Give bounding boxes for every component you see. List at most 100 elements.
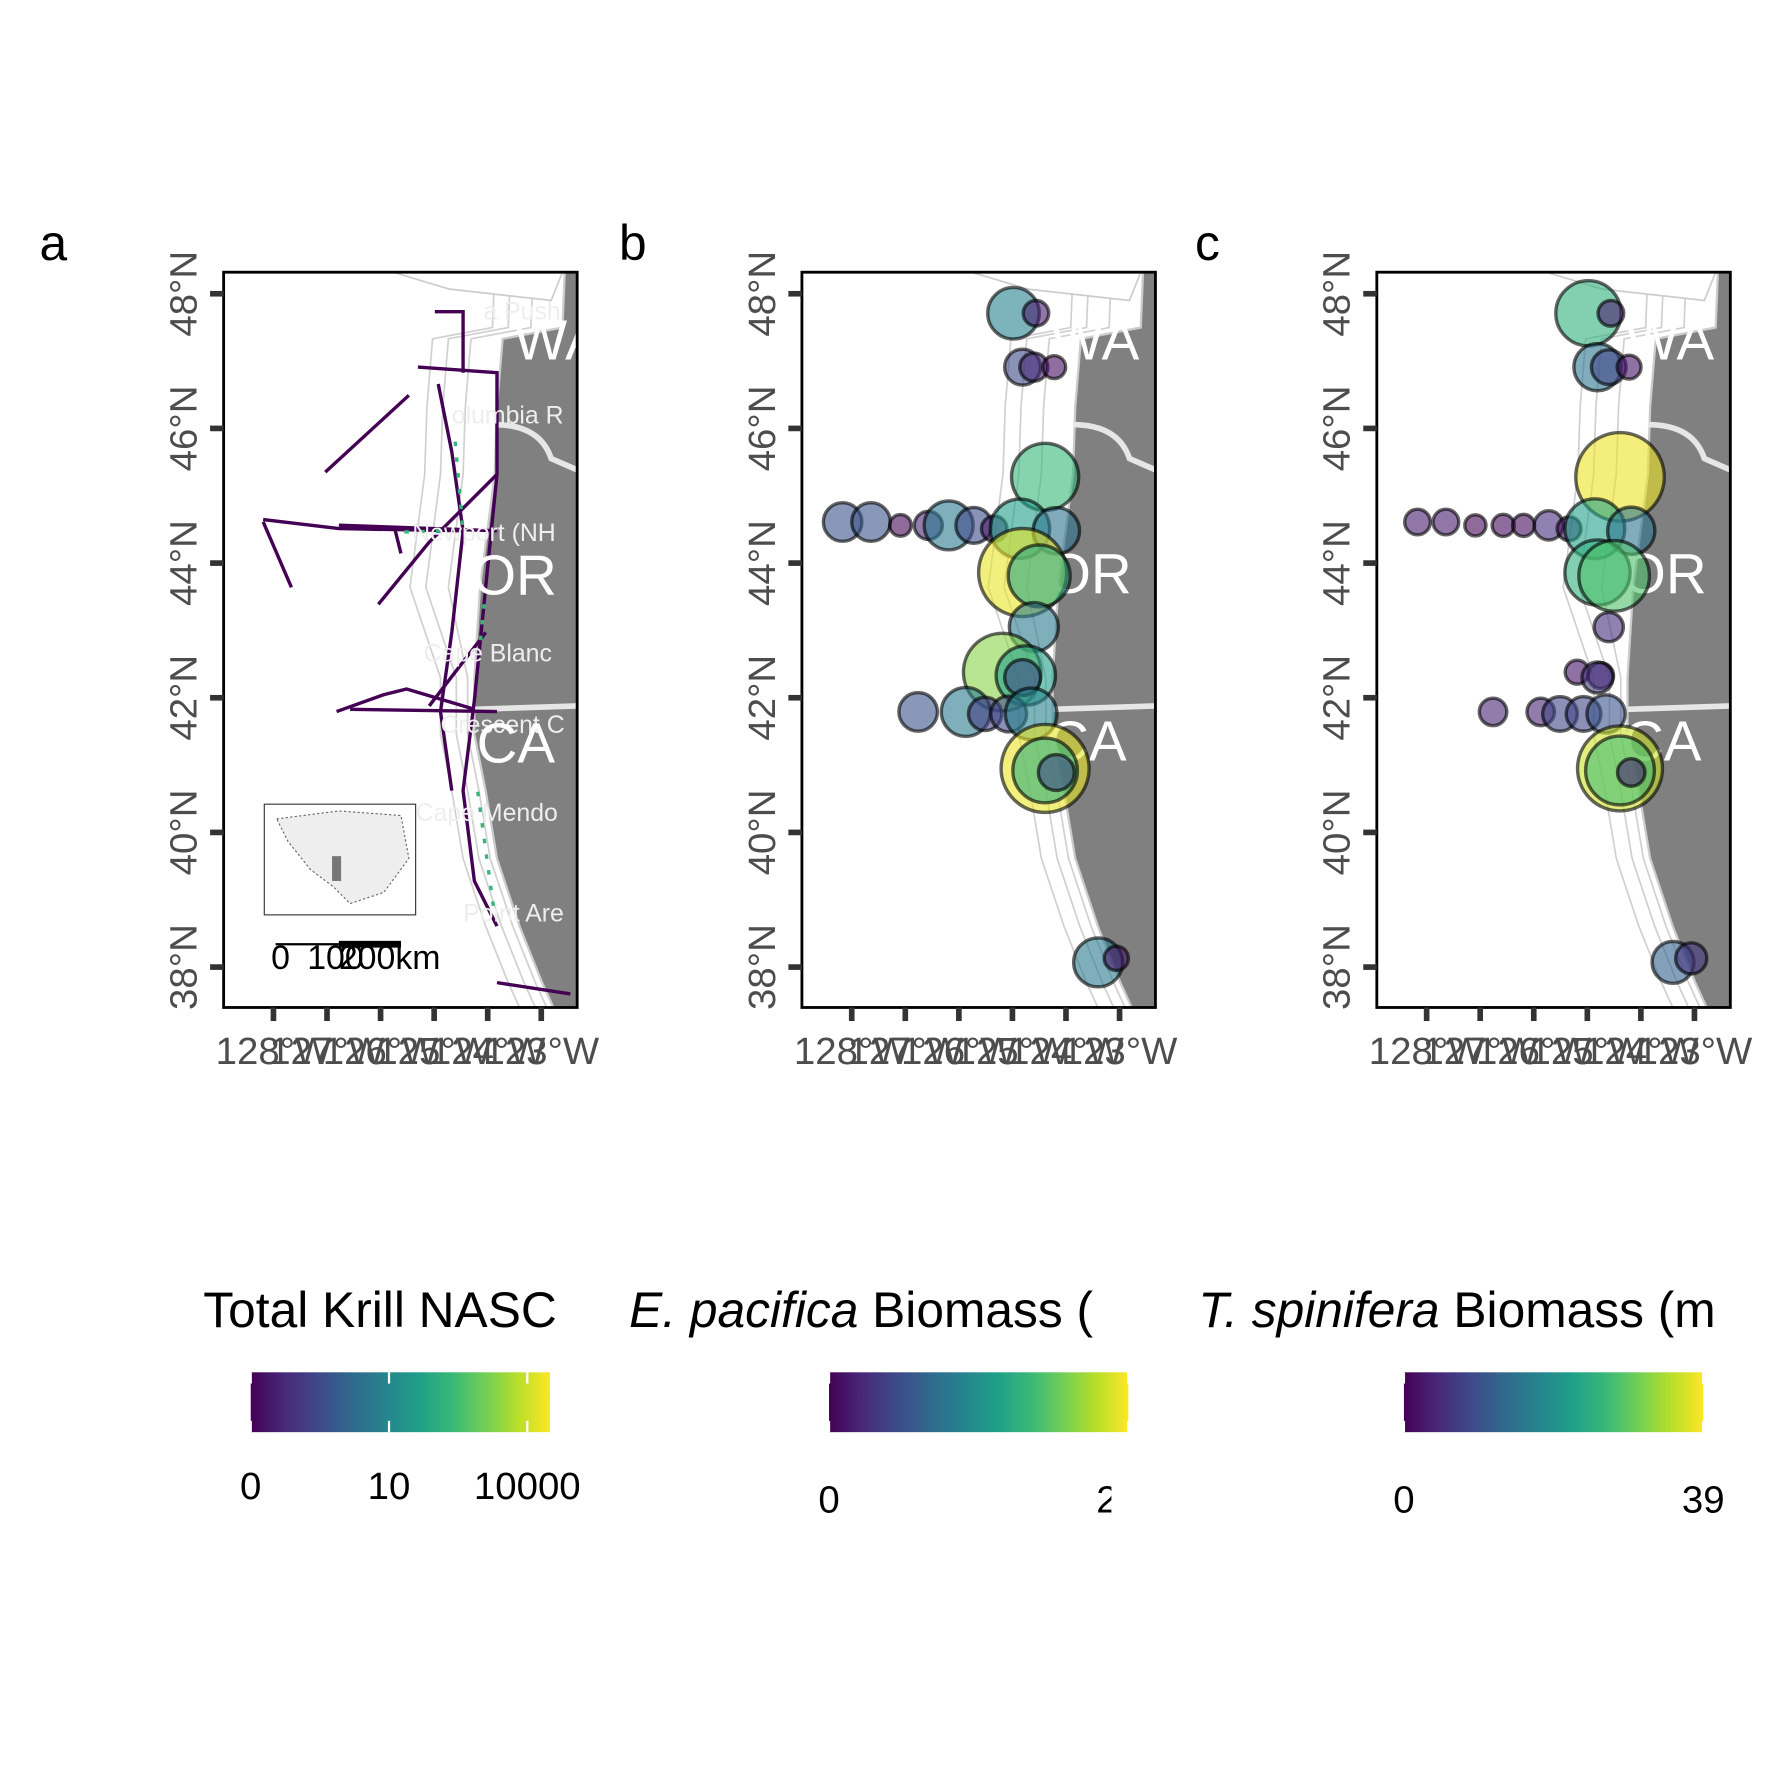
place-label: Crescent C [440, 712, 564, 739]
station [1402, 507, 1433, 537]
y-tick-label: 38°N [1316, 924, 1359, 1010]
colorbar-label: 269 [1096, 1478, 1160, 1521]
station [1431, 507, 1461, 537]
x-tick-label: 125°W [955, 1030, 1071, 1073]
x-tick-label: 123°W [1062, 1030, 1178, 1073]
panel-frame [1375, 270, 1732, 1009]
place-label: CA [477, 712, 556, 775]
x-tick-label: 128°W [1369, 1030, 1485, 1073]
land-north [392, 272, 564, 302]
station [1463, 513, 1488, 538]
station [1102, 944, 1131, 973]
survey-track [338, 523, 498, 533]
station [1021, 298, 1051, 328]
station [1596, 298, 1626, 328]
land-north [971, 272, 1142, 302]
y-tick-label: 46°N [741, 386, 784, 472]
y-tick-label: 48°N [741, 251, 784, 337]
x-tick-label: 126°W [323, 1030, 439, 1073]
y-tick-label: 40°N [163, 790, 206, 876]
x-tick-label: 124°W [1008, 1030, 1124, 1073]
station [1592, 610, 1626, 644]
place-label: Point Are [463, 900, 564, 927]
x-tick-label: 126°W [1476, 1030, 1592, 1073]
colorbar-label: 39 [1682, 1478, 1725, 1521]
station [1615, 353, 1643, 381]
contour [447, 272, 548, 1008]
colorbar [1403, 1372, 1704, 1433]
x-tick-label: 125°W [376, 1030, 492, 1073]
x-tick-label: 125°W [1530, 1030, 1646, 1073]
state-border [494, 421, 578, 473]
state-border [1072, 421, 1156, 473]
station [887, 512, 913, 538]
place-label: Cape Mendo [416, 800, 558, 827]
contour [424, 272, 537, 1008]
survey-track [434, 310, 465, 373]
inset-box [332, 856, 342, 881]
y-tick-label: 46°N [1316, 386, 1359, 472]
place-label: a Push [483, 298, 560, 325]
place-label: olumbia R [452, 402, 564, 429]
station [897, 690, 940, 733]
scale-label: 100 [307, 939, 364, 977]
legend-title: T. spinifera Biomass (m [1198, 1282, 1715, 1338]
scale-label: 200km [339, 939, 441, 977]
place-label: Cape Blanc [424, 641, 552, 668]
state-border [1627, 703, 1731, 713]
state-border [1647, 421, 1731, 473]
station [1577, 538, 1652, 613]
place-label: OR [472, 543, 557, 606]
station [1006, 543, 1072, 609]
x-tick-label: 123°W [483, 1030, 599, 1073]
legend-title-text: Biomass (m [1440, 1282, 1716, 1338]
station [1036, 752, 1077, 793]
colorbar-label: 0 [818, 1478, 839, 1521]
state-border [474, 703, 578, 713]
survey-track [324, 394, 411, 474]
x-tick-label: 128°W [216, 1030, 332, 1073]
inset-land [275, 810, 410, 905]
legend-title: E. pacifica Biomass ( [629, 1282, 1093, 1338]
survey-track [496, 980, 571, 996]
colorbar-label: 10 [368, 1465, 411, 1508]
colorbar [829, 1372, 1129, 1433]
y-tick-label: 42°N [163, 655, 206, 741]
station [1041, 353, 1068, 381]
y-tick-label: 44°N [741, 520, 784, 606]
y-tick-label: 42°N [741, 655, 784, 741]
x-tick-label: 124°W [430, 1030, 546, 1073]
legend-title: Total Krill NASC [203, 1282, 556, 1338]
survey-track [417, 365, 499, 927]
panel-frame [800, 270, 1157, 1009]
place-label: Newport (NH [412, 520, 555, 547]
x-tick-label: 127°W [269, 1030, 385, 1073]
station [1510, 512, 1537, 539]
survey-track [377, 473, 499, 606]
colorbar-label: 10000 [474, 1465, 581, 1508]
colorbar-label: 0 [1393, 1478, 1414, 1521]
station [1580, 660, 1615, 695]
survey-track [436, 383, 465, 791]
y-tick-label: 40°N [741, 790, 784, 876]
y-tick-label: 42°N [1316, 655, 1359, 741]
panel-tag: b [619, 215, 647, 271]
colorbar [250, 1372, 551, 1433]
state-border [1052, 703, 1156, 713]
place-label: WA [514, 308, 603, 371]
x-tick-label: 124°W [1583, 1030, 1699, 1073]
contour [409, 272, 521, 1008]
station [850, 501, 892, 543]
station [1615, 757, 1647, 788]
scale-label: 0 [271, 939, 290, 977]
y-tick-label: 38°N [741, 924, 784, 1010]
station [1673, 941, 1709, 976]
survey-track [336, 687, 475, 714]
colorbar-label: 0 [240, 1465, 261, 1508]
legend-title-italic: E. pacifica [629, 1282, 858, 1338]
x-tick-label: 126°W [901, 1030, 1017, 1073]
scale-bar-seg [338, 940, 401, 948]
